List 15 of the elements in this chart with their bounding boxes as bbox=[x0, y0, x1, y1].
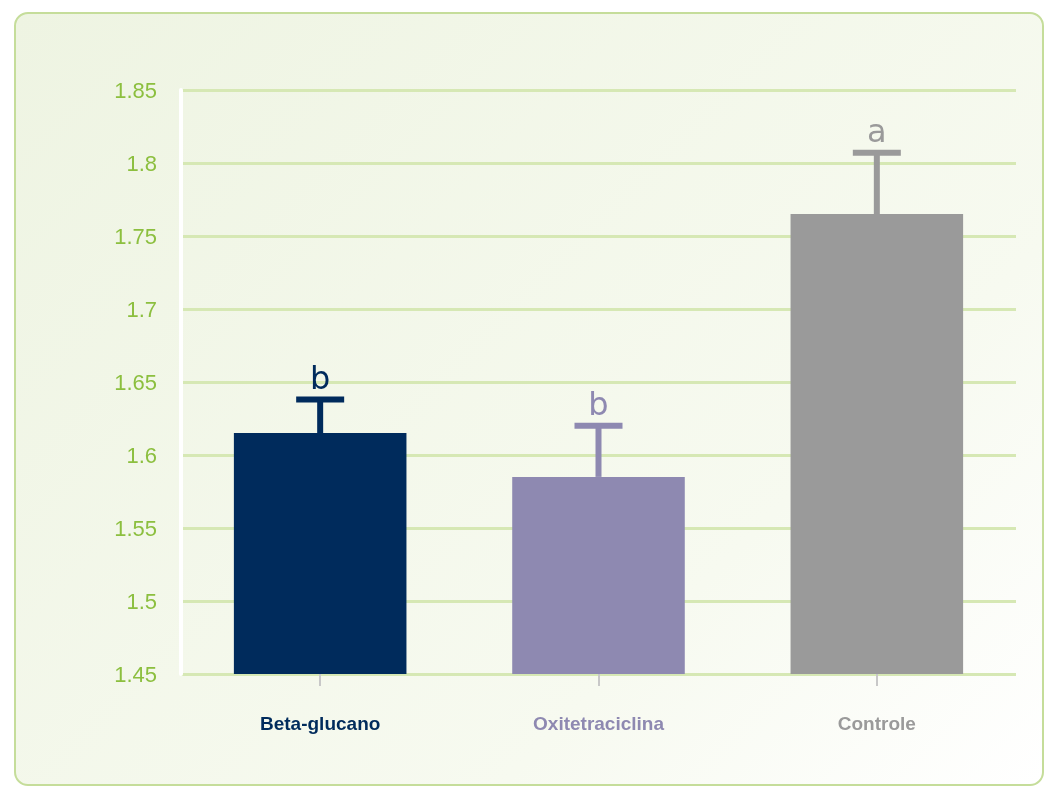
annotation: a bbox=[867, 111, 887, 150]
x-tick-label: Beta-glucano bbox=[259, 713, 381, 734]
x-tick-label: Oxitetraciclina bbox=[533, 713, 665, 734]
annotation: b bbox=[310, 358, 331, 397]
y-tick-label: 1.55 bbox=[114, 515, 157, 541]
y-tick-label: 1.45 bbox=[114, 661, 157, 687]
x-tick-label: Controle bbox=[837, 713, 916, 734]
annotation: b bbox=[588, 384, 609, 423]
y-tick-label: 1.6 bbox=[126, 442, 157, 468]
y-tick-label: 1.8 bbox=[126, 150, 157, 176]
y-tick-label: 1.5 bbox=[126, 588, 157, 614]
y-tick-label: 1.65 bbox=[114, 369, 157, 395]
y-tick-label: 1.7 bbox=[126, 296, 157, 322]
y-tick-label: 1.85 bbox=[114, 77, 157, 103]
y-tick-label: 1.75 bbox=[114, 223, 157, 249]
